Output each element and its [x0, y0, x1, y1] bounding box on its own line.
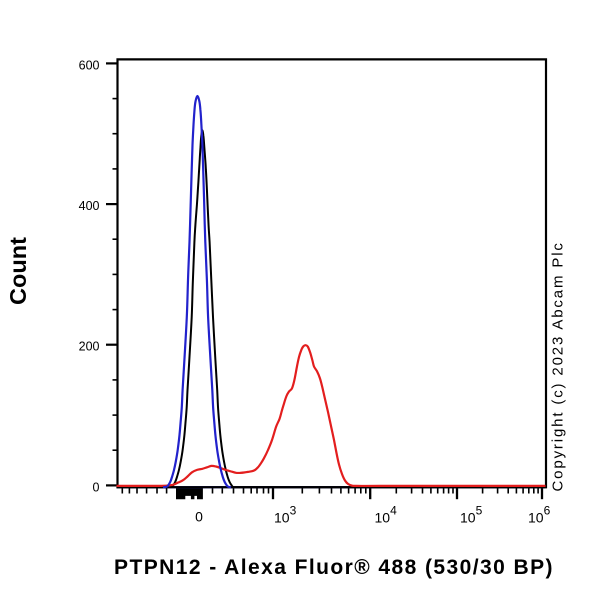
svg-text:Count: Count [5, 237, 31, 305]
svg-text:0: 0 [93, 480, 100, 494]
svg-text:Copyright (c) 2023 Abcam Plc: Copyright (c) 2023 Abcam Plc [550, 241, 567, 491]
svg-text:400: 400 [79, 199, 100, 213]
svg-text:0: 0 [195, 509, 203, 525]
svg-text:200: 200 [79, 340, 100, 354]
svg-text:PTPN12 - Alexa Fluor® 488 (530: PTPN12 - Alexa Fluor® 488 (530/30 BP) [114, 556, 554, 579]
svg-text:600: 600 [79, 58, 100, 72]
